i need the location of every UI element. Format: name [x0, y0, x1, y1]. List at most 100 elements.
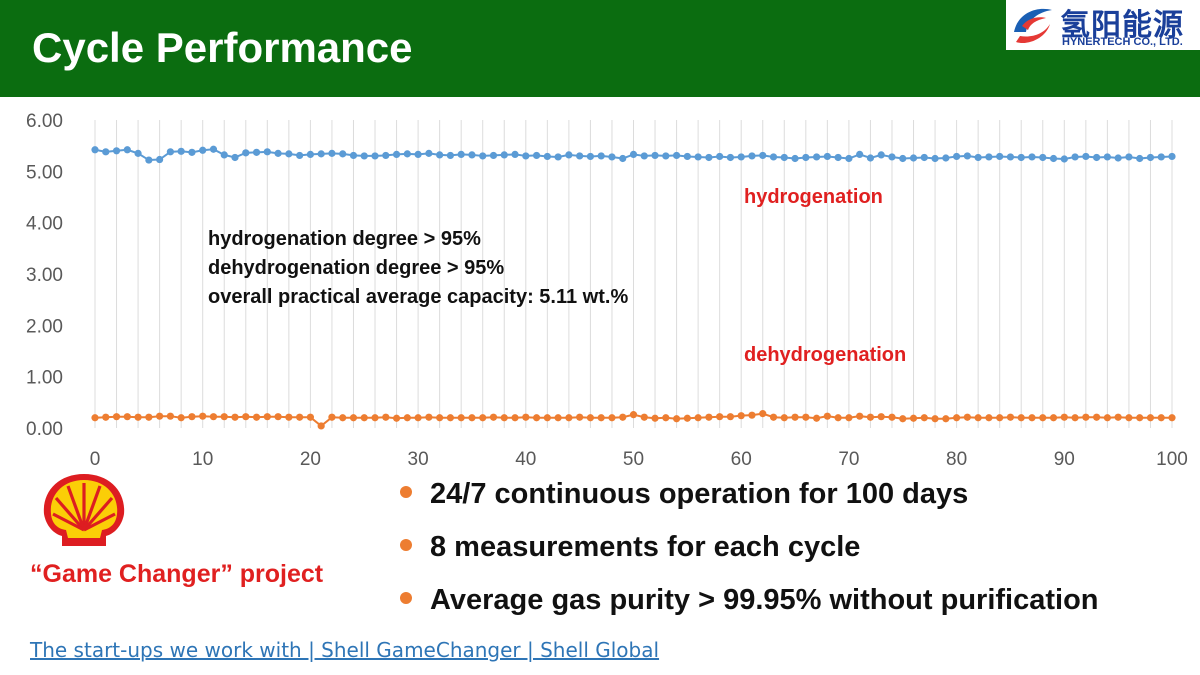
data-point: [662, 414, 670, 422]
data-point: [565, 151, 573, 159]
data-point: [565, 414, 573, 422]
data-point: [619, 154, 627, 163]
bullet-dot-icon: [400, 592, 412, 605]
x-tick-label: 10: [192, 449, 213, 470]
data-point: [888, 153, 896, 161]
data-point: [1136, 414, 1144, 422]
data-point: [1006, 413, 1015, 421]
data-point: [285, 150, 293, 158]
data-point: [1006, 153, 1015, 161]
data-point: [263, 413, 271, 421]
data-point: [543, 414, 551, 422]
data-point: [931, 415, 939, 423]
data-point: [306, 150, 314, 158]
data-point: [802, 413, 810, 421]
data-point: [242, 149, 250, 157]
x-tick-label: 0: [90, 449, 101, 470]
data-point: [996, 152, 1004, 161]
data-point: [1060, 155, 1068, 163]
data-point: [489, 151, 498, 160]
data-point: [252, 148, 261, 156]
data-point: [791, 154, 799, 163]
y-tick-label: 5.00: [26, 162, 63, 183]
data-point: [360, 152, 368, 160]
bullet-dot-icon: [400, 539, 412, 552]
data-point: [953, 414, 961, 422]
data-point: [845, 154, 853, 163]
data-point: [769, 153, 778, 161]
data-point: [748, 411, 756, 419]
shell-gamechanger-link[interactable]: The start-ups we work with | Shell GameC…: [30, 638, 660, 662]
data-point: [576, 152, 584, 160]
data-point: [1114, 154, 1122, 162]
y-tick-label: 3.00: [26, 265, 63, 286]
data-point: [705, 153, 713, 162]
data-point: [931, 154, 939, 163]
data-point: [834, 153, 842, 162]
data-point: [845, 414, 853, 422]
data-point: [608, 153, 616, 161]
data-point: [177, 414, 185, 422]
data-point: [382, 151, 390, 160]
y-tick-label: 4.00: [26, 214, 63, 235]
data-point: [662, 152, 670, 160]
data-point: [1039, 153, 1047, 162]
data-point: [296, 151, 304, 160]
data-point: [123, 146, 131, 154]
data-point: [1136, 154, 1144, 163]
data-point: [1103, 414, 1111, 422]
x-tick-label: 30: [408, 449, 429, 470]
data-point: [252, 413, 261, 421]
data-point: [220, 413, 228, 421]
data-point: [759, 410, 767, 418]
data-point: [317, 150, 325, 158]
data-point: [942, 154, 950, 162]
data-point: [231, 153, 239, 162]
data-point: [694, 414, 702, 422]
data-point: [920, 414, 928, 422]
data-point: [1125, 153, 1133, 161]
series-dehydrogenation: [91, 410, 1176, 430]
data-point: [909, 154, 918, 162]
data-point: [166, 412, 174, 420]
data-point: [436, 414, 444, 422]
logo-text-en: HYNERTECH CO., LTD.: [1062, 36, 1183, 48]
data-point: [1103, 153, 1111, 161]
data-point: [759, 151, 767, 160]
data-point: [974, 153, 982, 162]
data-point: [479, 152, 487, 160]
data-point: [511, 414, 519, 422]
x-tick-label: 80: [946, 449, 967, 470]
data-point: [920, 153, 928, 162]
data-point: [285, 413, 293, 421]
data-point: [726, 413, 735, 421]
data-point: [371, 152, 379, 160]
data-point: [651, 414, 659, 422]
data-point: [446, 414, 455, 422]
data-point: [274, 413, 282, 421]
data-point: [425, 149, 433, 157]
data-point: [812, 414, 821, 422]
data-point: [371, 414, 379, 422]
x-tick-label: 90: [1054, 449, 1075, 470]
data-point: [1146, 414, 1155, 422]
data-point: [899, 154, 907, 163]
data-point: [834, 414, 842, 422]
data-point: [500, 414, 508, 422]
data-point: [716, 413, 724, 421]
data-point: [942, 415, 950, 423]
data-point: [414, 414, 422, 422]
data-point: [123, 413, 131, 421]
data-point: [328, 149, 336, 157]
data-point: [532, 151, 541, 160]
bullet-item: 24/7 continuous operation for 100 days: [400, 478, 968, 511]
data-point: [651, 151, 659, 160]
data-point: [802, 153, 810, 162]
data-point: [328, 413, 336, 421]
bullet-text: Average gas purity > 99.95% without puri…: [430, 584, 1099, 616]
data-point: [242, 413, 250, 421]
data-point: [349, 414, 358, 422]
annotation-text: hydrogenation degree > 95%: [208, 228, 481, 250]
cycle-chart: 0.00 1.00 2.00 3.00 4.00 5.00 6.00 0 10 20 30 40 50 6…: [26, 111, 1188, 470]
x-tick-label: 60: [731, 449, 752, 470]
